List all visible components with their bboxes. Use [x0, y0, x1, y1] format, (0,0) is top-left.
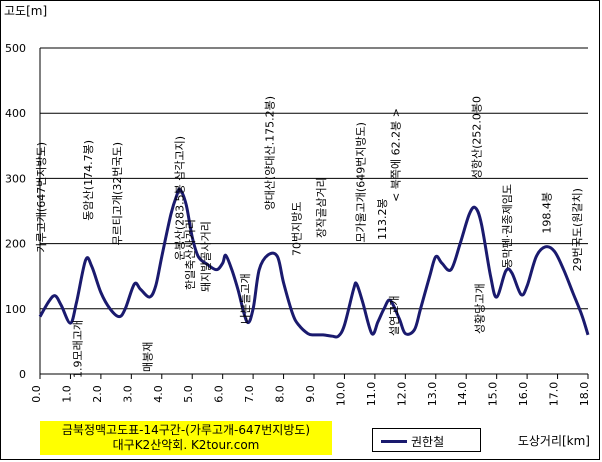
x-tick-label: 0.0 [30, 385, 43, 403]
y-tick-label: 500 [5, 42, 26, 55]
y-axis-label: 고도[m] [4, 4, 48, 18]
x-tick-label: 17.0 [548, 382, 561, 407]
y-axis-ticks: 0 100 200 300 400 500 [5, 42, 26, 381]
x-tick-label: 16.0 [517, 382, 530, 407]
legend-label: 권한철 [411, 435, 445, 449]
x-tick-label: 10.0 [334, 382, 347, 407]
y-tick-label: 200 [5, 238, 26, 251]
x-tick-label: 3.0 [121, 385, 134, 403]
annotation-label: 113.2봉 [376, 198, 389, 240]
x-tick-label: 11.0 [365, 382, 378, 407]
annotation-label: 동암산(174.7봉) [82, 140, 95, 221]
annotation-label: 성항산(252.0봉0 [470, 96, 483, 179]
annotation-label: 198.4봉 [540, 192, 553, 234]
x-tick-label: 12.0 [395, 382, 408, 407]
annotation-label: 동막펜·권종제임도 [501, 184, 514, 268]
series-layer [38, 187, 590, 339]
x-tick-label: 5.0 [182, 385, 195, 403]
annotation-label: 성황당고개 [473, 283, 486, 334]
series-line [38, 187, 590, 339]
y-tick-label: 300 [5, 172, 26, 185]
annotation-label: 나븐들고개 [239, 273, 252, 324]
annotation-label: 29번국도(원갈치) [570, 188, 584, 271]
x-tick-label: 6.0 [213, 385, 226, 403]
x-tick-label: 13.0 [426, 382, 439, 407]
x-tick-label: 9.0 [304, 385, 317, 403]
annotation-label: 가루고개(647번지방도) [35, 142, 48, 253]
annotation-label: 운봉산(283.5봉 삼각고지) [174, 136, 187, 261]
x-tick-label: 15.0 [487, 382, 500, 407]
y-tick-label: 400 [5, 107, 26, 120]
legend-swatch [381, 440, 407, 443]
y-tick-label: 100 [5, 303, 26, 316]
caption-line-2: 대구K2산악회. K2tour.com [112, 438, 260, 452]
annotation-label: 양대산(양대산.175.2봉) [263, 96, 276, 210]
y-tick-label: 0 [19, 368, 26, 381]
annotation-label: 한일축산사거리 [183, 219, 197, 290]
x-tick-label: 1.0 [60, 385, 73, 403]
x-tick-label: 4.0 [152, 385, 165, 403]
annotation-label: 돼지발골사거리 [199, 221, 212, 292]
annotation-label: 무르티고개(32번국도) [111, 142, 124, 246]
x-axis-ticks: 0.0 1.0 2.0 3.0 4.0 5.0 6.0 7.0 8.0 9.0 10.0 11.0 12… [30, 374, 591, 406]
caption-line-1: 금북정맥고도표-14구간-(가루고개-647번지방도) [61, 423, 311, 437]
annotation-label: 장작골삼거리 [315, 177, 328, 238]
x-tick-label: 8.0 [274, 385, 287, 403]
annotation-label: 70번지방도 [291, 202, 304, 256]
x-axis-label: 도상거리[km] [517, 434, 590, 448]
annotations-layer: 가루고개(647번지방도) 1.9모래고개 동암산(174.7봉) 무르티고개(32번… [35, 96, 584, 378]
chart-caption: 금북정맥고도표-14구간-(가루고개-647번지방도) 대구K2산악회. K2t… [40, 421, 332, 455]
x-tick-label: 18.0 [578, 382, 591, 407]
legend: 권한철 [372, 428, 481, 452]
x-tick-label: 2.0 [91, 385, 104, 403]
annotation-label: < 북쪽에 62.2봉 > [390, 108, 403, 202]
x-tick-label: 7.0 [243, 385, 256, 403]
annotation-label: 1.9모래고개 [72, 320, 85, 378]
x-tick-label: 14.0 [456, 382, 469, 407]
annotation-label: 모가울고개(649번지방도) [355, 122, 368, 243]
annotation-label: 매봉재 [142, 342, 155, 372]
annotation-label: 설연고개 [388, 296, 401, 336]
